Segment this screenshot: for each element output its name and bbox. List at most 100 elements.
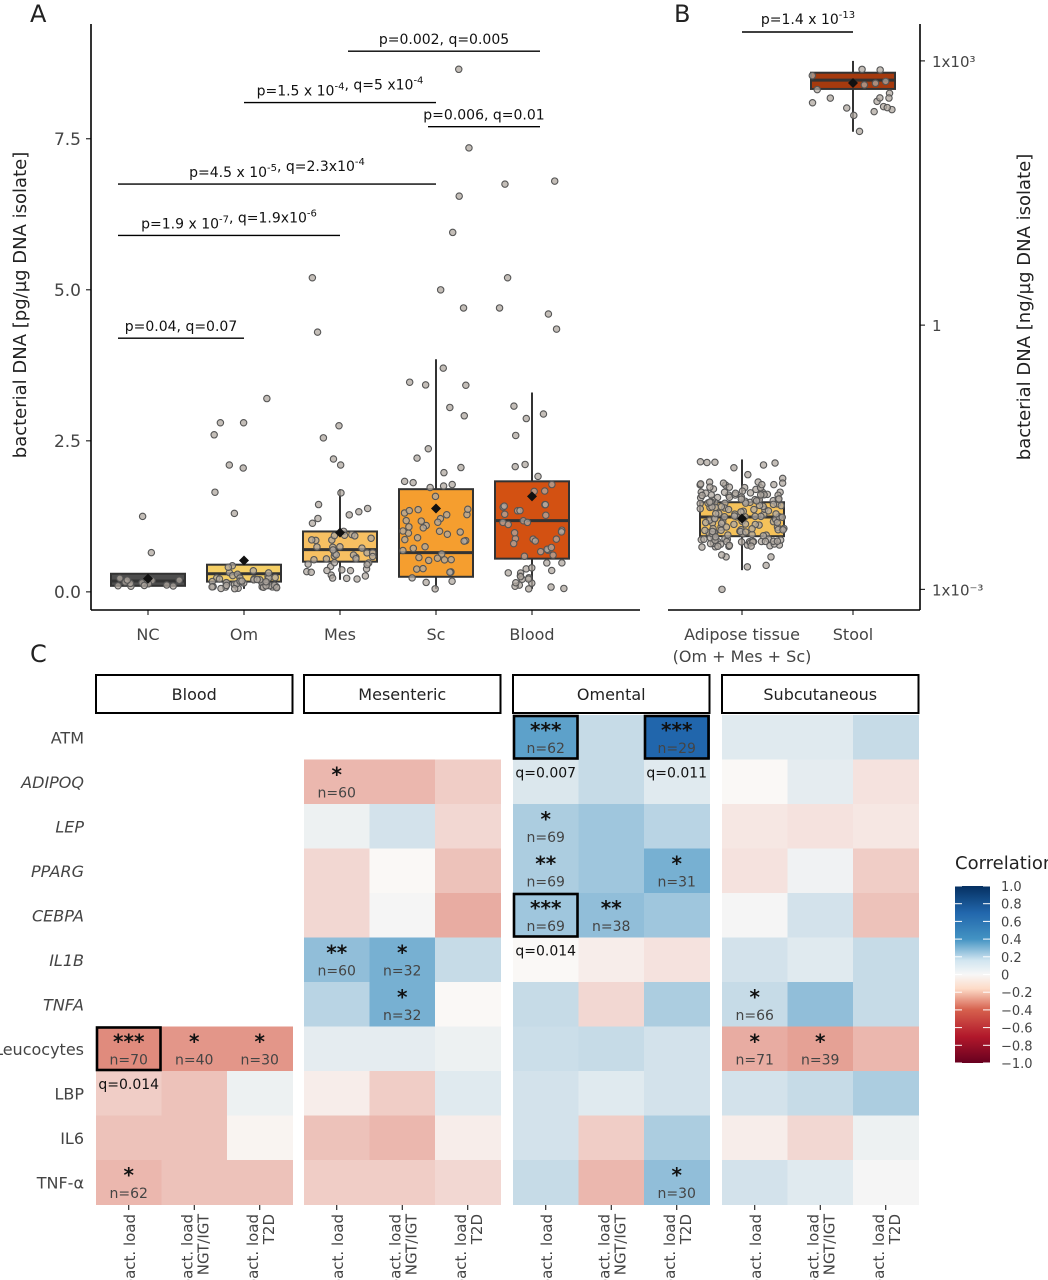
column-label: bact. loadT2D [244,1214,278,1280]
heatmap-cell [787,759,854,805]
heatmap-cell [644,804,710,849]
data-point [516,572,525,581]
significance-stars: * [672,1163,683,1187]
facet-strip [512,674,711,714]
heatmap-cell [722,848,788,894]
data-point [717,519,726,528]
row-label: ADIPOQ [20,773,84,792]
heatmap-cell [722,804,788,849]
heatmap-cell [644,893,710,938]
row-label: IL6 [60,1129,84,1148]
data-point [850,111,858,120]
data-point [759,461,768,469]
sample-size-label: n=30 [241,1053,279,1069]
sample-size-label: n=30 [658,1186,696,1202]
comparison-label: p=0.04, q=0.07 [125,319,237,335]
data-point [409,478,417,487]
heatmap-cell [787,848,854,894]
sample-size-label: n=38 [592,919,630,935]
data-point [511,462,519,471]
heatmap-cell [513,715,579,760]
legend-tick-label: −0.2 [1001,986,1033,1001]
data-point [531,537,540,545]
heatmap-cell [787,1026,854,1072]
outlier-point [329,455,338,463]
significance-stars: * [255,1030,266,1054]
data-point [308,519,317,527]
data-point [355,508,363,516]
heatmap-cell [435,893,501,938]
data-point [764,507,773,515]
data-point [883,103,892,112]
significance-annotation: *n=32 [383,941,421,980]
outlier-point [138,512,147,521]
data-point [762,561,770,570]
facet-title: Subcutaneous [763,685,877,704]
data-point [524,585,533,593]
column-label: bact. load [538,1214,556,1280]
data-point [516,506,524,515]
sample-size-label: n=62 [527,741,565,757]
heatmap-cell [787,937,854,983]
data-point [701,518,710,527]
data-point [435,527,444,536]
heatmap-cell [96,1071,162,1116]
fdr-box [95,1026,162,1072]
data-point [706,498,714,506]
data-point [876,66,884,74]
data-point [431,492,440,501]
heatmap-cell [227,1026,293,1072]
comparison-bracket: p=0.002, q=0.005 [348,32,540,52]
significance-annotation: ***n=70 q=0.014 [95,1026,162,1093]
column-label: bact. load [121,1214,139,1280]
significance-stars: * [750,1030,761,1054]
data-point [271,573,279,582]
data-point [744,470,752,479]
data-point [696,458,705,466]
panel-label-a: A [30,0,47,28]
data-point [741,528,750,536]
data-point [504,569,513,577]
data-point [249,567,258,575]
heatmap-cell [513,1160,579,1205]
heatmap-cell [369,982,436,1027]
heatmap-cell [722,1026,788,1072]
legend-tick-label: 0.8 [1001,898,1022,913]
significance-stars: * [750,985,761,1009]
y-tick-label: 1 [932,317,942,335]
data-point [826,94,835,102]
heatmap-cell [578,937,645,983]
significance-annotation: *n=66 [736,985,775,1024]
outlier-point [459,304,468,312]
data-point [876,94,884,102]
data-point [711,458,719,467]
data-point [714,542,722,550]
data-point [116,574,124,583]
heatmap-cell [787,804,854,849]
heatmap-cell [435,1071,501,1116]
data-point [323,566,331,575]
outlier-point [308,273,317,282]
data-point [696,504,705,513]
facet-title: Mesenteric [358,685,446,704]
heatmap-cell [853,893,919,938]
row-label: CEBPA [32,906,84,925]
data-point [777,501,786,510]
data-point [440,556,449,564]
y-axis-label-a: bacterial DNA [pg/µg DNA isolate] [10,152,31,458]
significance-stars: ** [601,896,622,920]
box-Adipose tissue [696,458,788,594]
data-point [434,518,442,527]
data-point [399,546,407,555]
data-point [756,491,765,499]
data-point [464,505,472,513]
heatmap-cell [513,759,579,805]
data-point [400,477,409,486]
legend-tick-label: 1.0 [1001,880,1022,895]
legend-tick-label: 0 [1001,969,1009,984]
significance-annotation: ***n=69 q=0.014 [512,892,579,960]
q-value-label: q=0.014 [98,1077,159,1093]
data-point [353,575,361,583]
row-label: TNFA [43,995,84,1014]
data-point [361,572,370,580]
